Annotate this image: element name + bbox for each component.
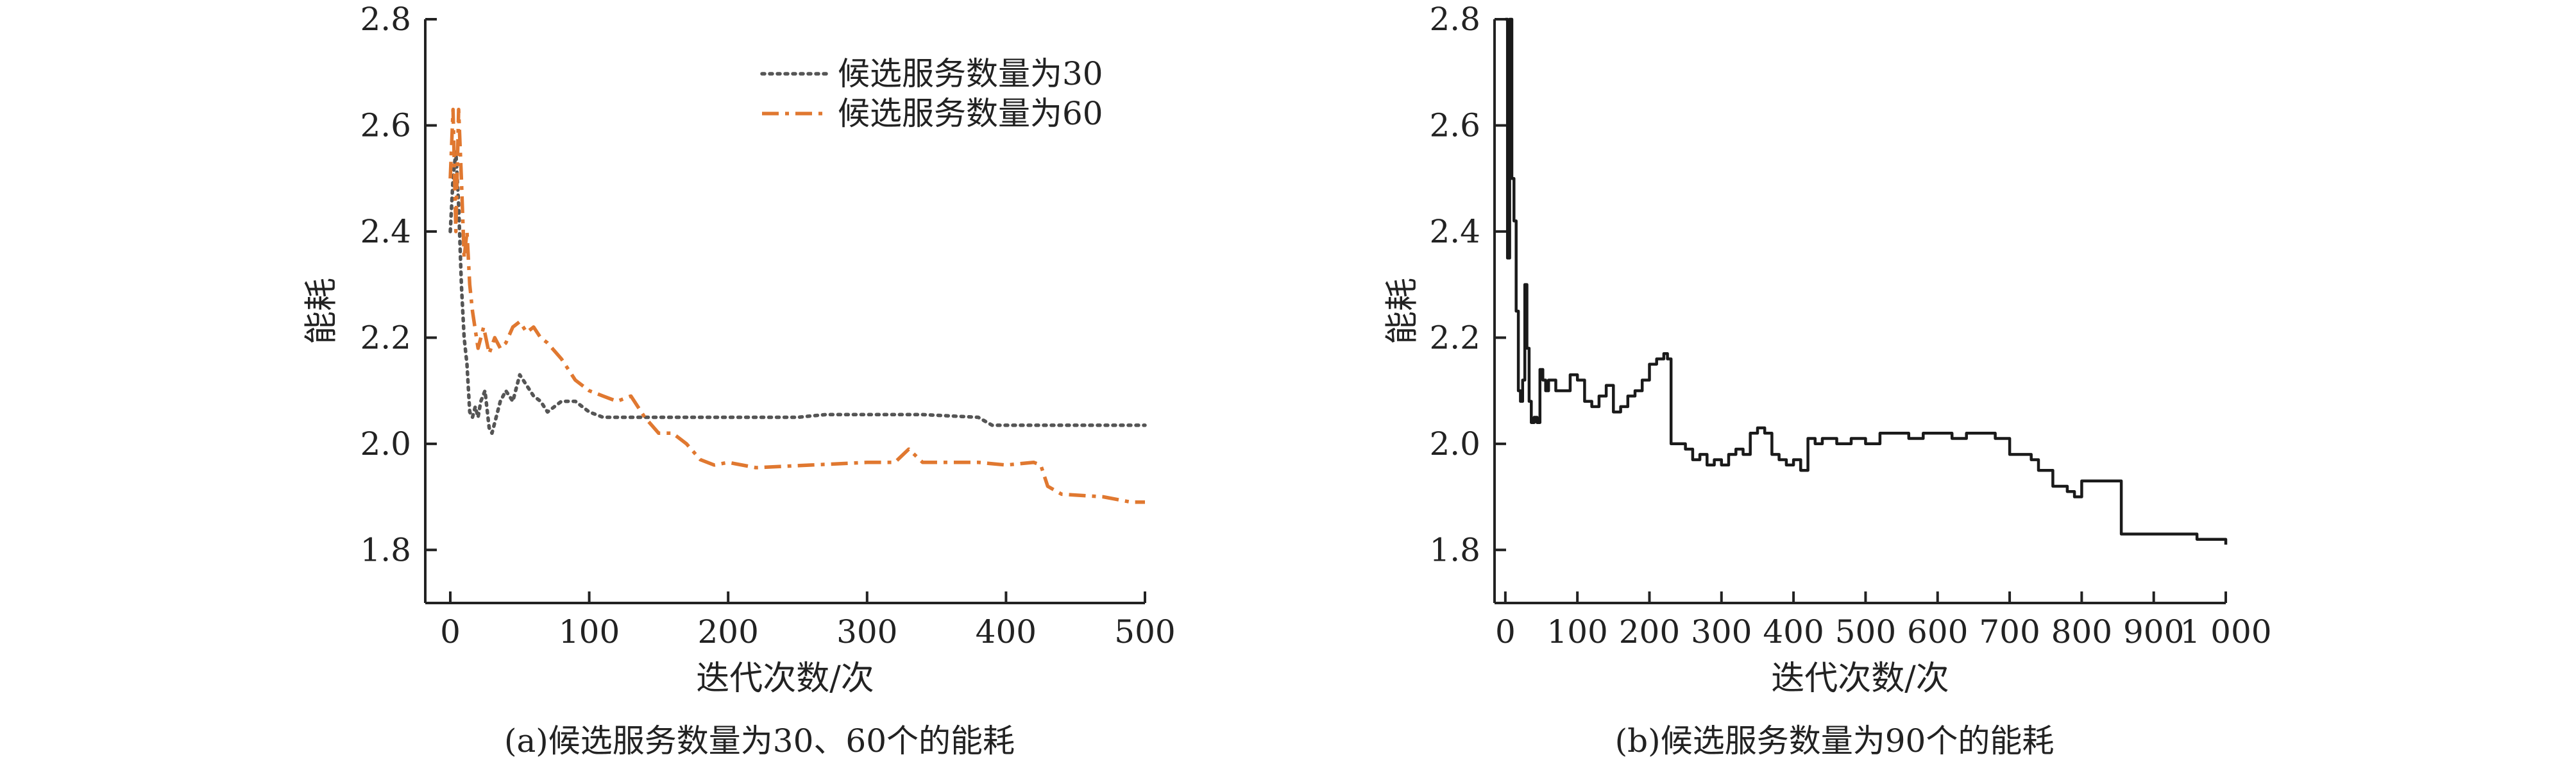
y-axis-title: 能耗 xyxy=(303,278,341,344)
y-tick-label: 1.8 xyxy=(360,531,411,568)
y-tick-label: 2.8 xyxy=(360,1,411,38)
x-tick-label: 400 xyxy=(976,613,1037,650)
y-tick-label: 1.8 xyxy=(1429,531,1480,568)
series-line-0 xyxy=(448,150,1147,436)
chart-a: 1.8 2.0 2.2 2.4 2.6 2.8 0 100 200 300 400 500 迭代次数/次… xyxy=(303,1,1176,760)
x-tick-label: 400 xyxy=(1763,613,1824,650)
series-line-1 xyxy=(448,107,1145,504)
x-tick-label: 0 xyxy=(1495,613,1516,650)
series-line-0 xyxy=(1505,17,2228,545)
y-tick-label: 2.6 xyxy=(360,106,411,144)
chart-b: 1.8 2.0 2.2 2.4 2.6 2.8 0 100 200 300 400 500 600 700… xyxy=(1384,1,2272,760)
x-tick-label: 500 xyxy=(1114,613,1175,650)
x-tick-label: 0 xyxy=(440,613,461,650)
y-tick-label: 2.0 xyxy=(1429,425,1480,463)
legend-label-0: 候选服务数量为30 xyxy=(838,55,1103,92)
x-tick-label: 500 xyxy=(1835,613,1896,650)
legend-label-1: 候选服务数量为60 xyxy=(838,95,1103,132)
y-tick-label: 2.2 xyxy=(1429,319,1480,356)
x-tick-label: 200 xyxy=(697,613,758,650)
x-tick-label: 700 xyxy=(1979,613,2040,650)
x-tick-label: 300 xyxy=(1691,613,1752,650)
y-tick-label: 2.2 xyxy=(360,319,411,356)
y-tick-label: 2.4 xyxy=(360,213,411,250)
x-tick-label: 900 xyxy=(2123,613,2184,650)
x-tick-label: 600 xyxy=(1907,613,1968,650)
y-tick-label: 2.0 xyxy=(360,425,411,463)
x-tick-label: 100 xyxy=(559,613,620,650)
x-tick-label: 200 xyxy=(1619,613,1680,650)
x-tick-label: 100 xyxy=(1546,613,1607,650)
chart-caption: (a)候选服务数量为30、60个的能耗 xyxy=(504,722,1015,760)
x-tick-label: 1 000 xyxy=(2180,613,2271,650)
x-tick-label: 300 xyxy=(836,613,897,650)
x-tick-label: 800 xyxy=(2051,613,2112,650)
x-axis-title: 迭代次数/次 xyxy=(1771,659,1949,698)
y-axis-title: 能耗 xyxy=(1384,278,1422,344)
y-tick-label: 2.4 xyxy=(1429,213,1480,250)
y-tick-label: 2.8 xyxy=(1429,1,1480,38)
y-tick-label: 2.6 xyxy=(1429,106,1480,144)
x-axis-title: 迭代次数/次 xyxy=(696,659,874,698)
chart-caption: (b)候选服务数量为90个的能耗 xyxy=(1615,722,2055,760)
